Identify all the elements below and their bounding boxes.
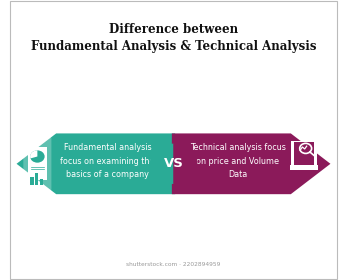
FancyBboxPatch shape: [294, 142, 314, 165]
Text: Fundamental Analysis & Technical Analysis: Fundamental Analysis & Technical Analysi…: [31, 40, 316, 53]
Circle shape: [30, 150, 45, 163]
Text: Fundamental analysis
focus on examining the
basics of a company: Fundamental analysis focus on examining …: [60, 143, 155, 179]
FancyBboxPatch shape: [28, 147, 46, 181]
Text: VS: VS: [163, 157, 184, 170]
Bar: [31, 177, 34, 185]
Polygon shape: [30, 150, 37, 158]
Text: Difference between: Difference between: [109, 23, 238, 36]
Text: shutterstock.com · 2202894959: shutterstock.com · 2202894959: [126, 262, 221, 267]
Polygon shape: [172, 134, 330, 194]
FancyBboxPatch shape: [291, 141, 317, 167]
Polygon shape: [174, 144, 197, 184]
Polygon shape: [17, 134, 175, 194]
Text: Technical analysis focus
on price and Volume
Data: Technical analysis focus on price and Vo…: [190, 143, 286, 179]
FancyBboxPatch shape: [23, 137, 51, 190]
Bar: [35, 173, 39, 185]
Polygon shape: [150, 144, 174, 184]
Bar: [40, 179, 43, 185]
FancyBboxPatch shape: [290, 165, 318, 170]
